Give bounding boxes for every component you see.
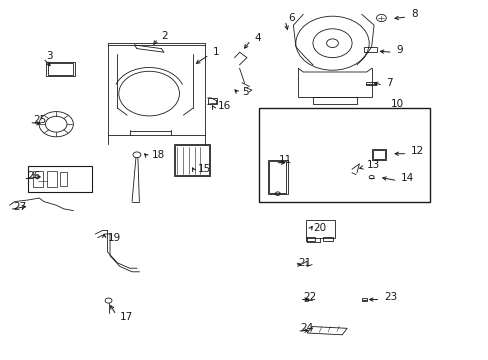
Bar	[372, 150, 384, 159]
Text: 2: 2	[161, 31, 168, 41]
Text: 14: 14	[400, 173, 413, 183]
Bar	[173, 144, 210, 176]
Bar	[269, 161, 285, 193]
Text: 5: 5	[242, 87, 248, 97]
Text: 1: 1	[212, 47, 219, 57]
Text: 9: 9	[395, 45, 402, 55]
Text: 20: 20	[312, 222, 325, 233]
Bar	[305, 220, 334, 238]
Text: 6: 6	[288, 13, 295, 23]
Bar	[60, 172, 67, 186]
Text: 21: 21	[298, 258, 311, 268]
Bar	[28, 166, 92, 192]
Bar	[361, 298, 366, 301]
Text: 18: 18	[151, 150, 164, 160]
Text: 11: 11	[278, 155, 291, 165]
Text: 8: 8	[410, 9, 417, 19]
Text: 15: 15	[198, 164, 211, 174]
Bar	[371, 149, 386, 160]
Bar	[364, 47, 376, 52]
Bar	[305, 237, 315, 241]
Text: 7: 7	[386, 78, 392, 88]
Bar	[365, 82, 375, 85]
Bar	[207, 98, 216, 104]
Bar	[48, 63, 73, 75]
Text: 27: 27	[13, 202, 26, 212]
Text: 12: 12	[410, 146, 423, 156]
Text: 26: 26	[27, 171, 40, 181]
Text: 24: 24	[300, 323, 313, 333]
Text: 19: 19	[107, 233, 121, 243]
Text: 22: 22	[303, 292, 316, 302]
Bar	[259, 108, 429, 202]
Text: 4: 4	[254, 33, 261, 43]
Text: 16: 16	[217, 101, 230, 111]
Bar	[47, 171, 57, 187]
Bar	[33, 171, 43, 187]
Text: 25: 25	[33, 114, 46, 125]
Text: 3: 3	[46, 51, 53, 61]
Bar	[267, 160, 287, 194]
Text: 13: 13	[366, 159, 379, 170]
Bar	[322, 237, 332, 241]
Bar	[305, 298, 307, 301]
Text: 10: 10	[390, 99, 404, 109]
Bar	[46, 62, 75, 76]
Text: 17: 17	[120, 312, 133, 322]
Bar	[175, 145, 208, 175]
Text: 23: 23	[383, 292, 396, 302]
